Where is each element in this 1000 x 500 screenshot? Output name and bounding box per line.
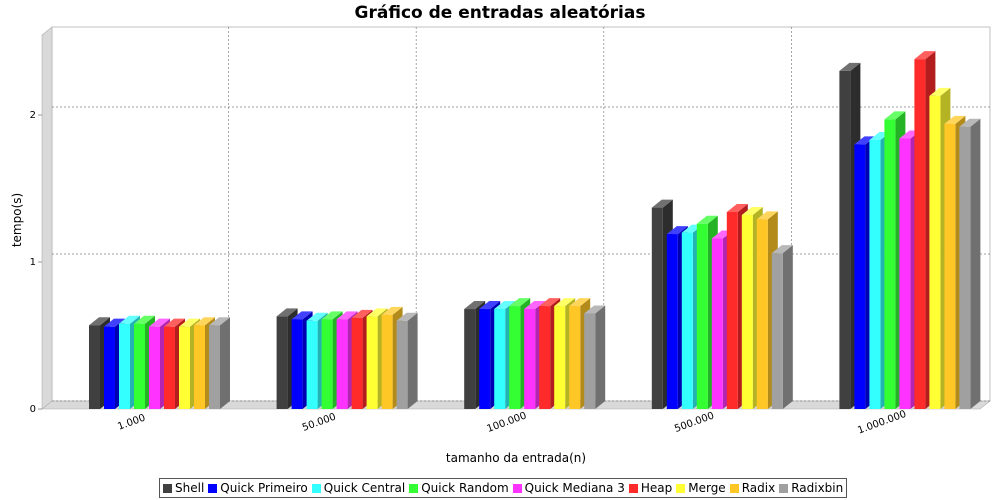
bar (209, 317, 230, 409)
legend-swatch (676, 483, 686, 493)
x-axis-label: tamanho da entrada(n) (446, 451, 586, 465)
legend-swatch (208, 483, 218, 493)
legend-label: Radixbin (791, 481, 844, 495)
y-tick-label: 0 (30, 404, 36, 415)
legend-swatch (729, 483, 739, 493)
legend-label: Radix (741, 481, 776, 495)
legend-item: Radixbin (779, 481, 843, 495)
x-tick-label: 50.000 (301, 411, 338, 433)
legend-swatch (779, 483, 789, 493)
legend-label: Merge (688, 481, 726, 495)
legend-label: Quick Random (421, 481, 509, 495)
x-tick-label: 1.000.000 (856, 409, 908, 437)
y-tick-label: 2 (30, 110, 36, 121)
legend-swatch (628, 483, 638, 493)
legend-item: Shell (163, 481, 204, 495)
bar (396, 312, 418, 409)
legend-swatch (163, 483, 172, 493)
bar (771, 245, 793, 409)
y-tick-label: 1 (30, 257, 36, 268)
legend-swatch (311, 483, 321, 493)
legend-label: Quick Primeiro (220, 481, 308, 495)
bars-group (89, 51, 981, 410)
legend-item: Merge (676, 481, 726, 495)
bar (584, 305, 606, 409)
bar (959, 118, 981, 409)
legend-label: Quick Central (323, 481, 406, 495)
y-axis-label: tempo(s) (10, 193, 24, 247)
legend-item: Heap (628, 481, 673, 495)
x-tick-label: 100.000 (486, 410, 529, 434)
legend-item: Radix (729, 481, 776, 495)
legend-item: Quick Random (409, 481, 509, 495)
bar-chart: Gráfico de entradas aleatórias 0 1 2 1.000… (10, 3, 991, 465)
plot-side-wall (41, 26, 53, 410)
legend-item: Quick Mediana 3 (512, 481, 625, 495)
legend-label: Quick Mediana 3 (524, 481, 625, 495)
chart-title: Gráfico de entradas aleatórias (355, 3, 646, 23)
legend-swatch (409, 483, 419, 493)
x-axis-ticks: 1.000 50.000 100.000 500.000 1.000.000 (116, 409, 908, 437)
legend-swatch (512, 483, 522, 493)
legend-item: Quick Central (311, 481, 406, 495)
legend: Shell Quick Primeiro Quick Central Quick Ra… (159, 478, 848, 498)
legend-label: Shell (175, 481, 205, 495)
x-tick-label: 1.000 (116, 413, 147, 433)
legend-item: Quick Primeiro (208, 481, 308, 495)
y-axis-ticks: 0 1 2 (30, 110, 42, 415)
legend-label: Heap (640, 481, 673, 495)
x-tick-label: 500.000 (673, 410, 716, 434)
